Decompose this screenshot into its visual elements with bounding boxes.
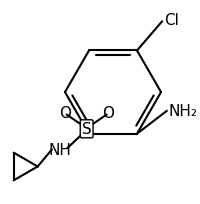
- Text: S: S: [81, 122, 91, 137]
- Text: NH₂: NH₂: [168, 104, 197, 119]
- Text: O: O: [102, 106, 114, 121]
- Text: NH: NH: [49, 142, 71, 157]
- Text: O: O: [59, 106, 71, 121]
- Text: Cl: Cl: [163, 13, 178, 28]
